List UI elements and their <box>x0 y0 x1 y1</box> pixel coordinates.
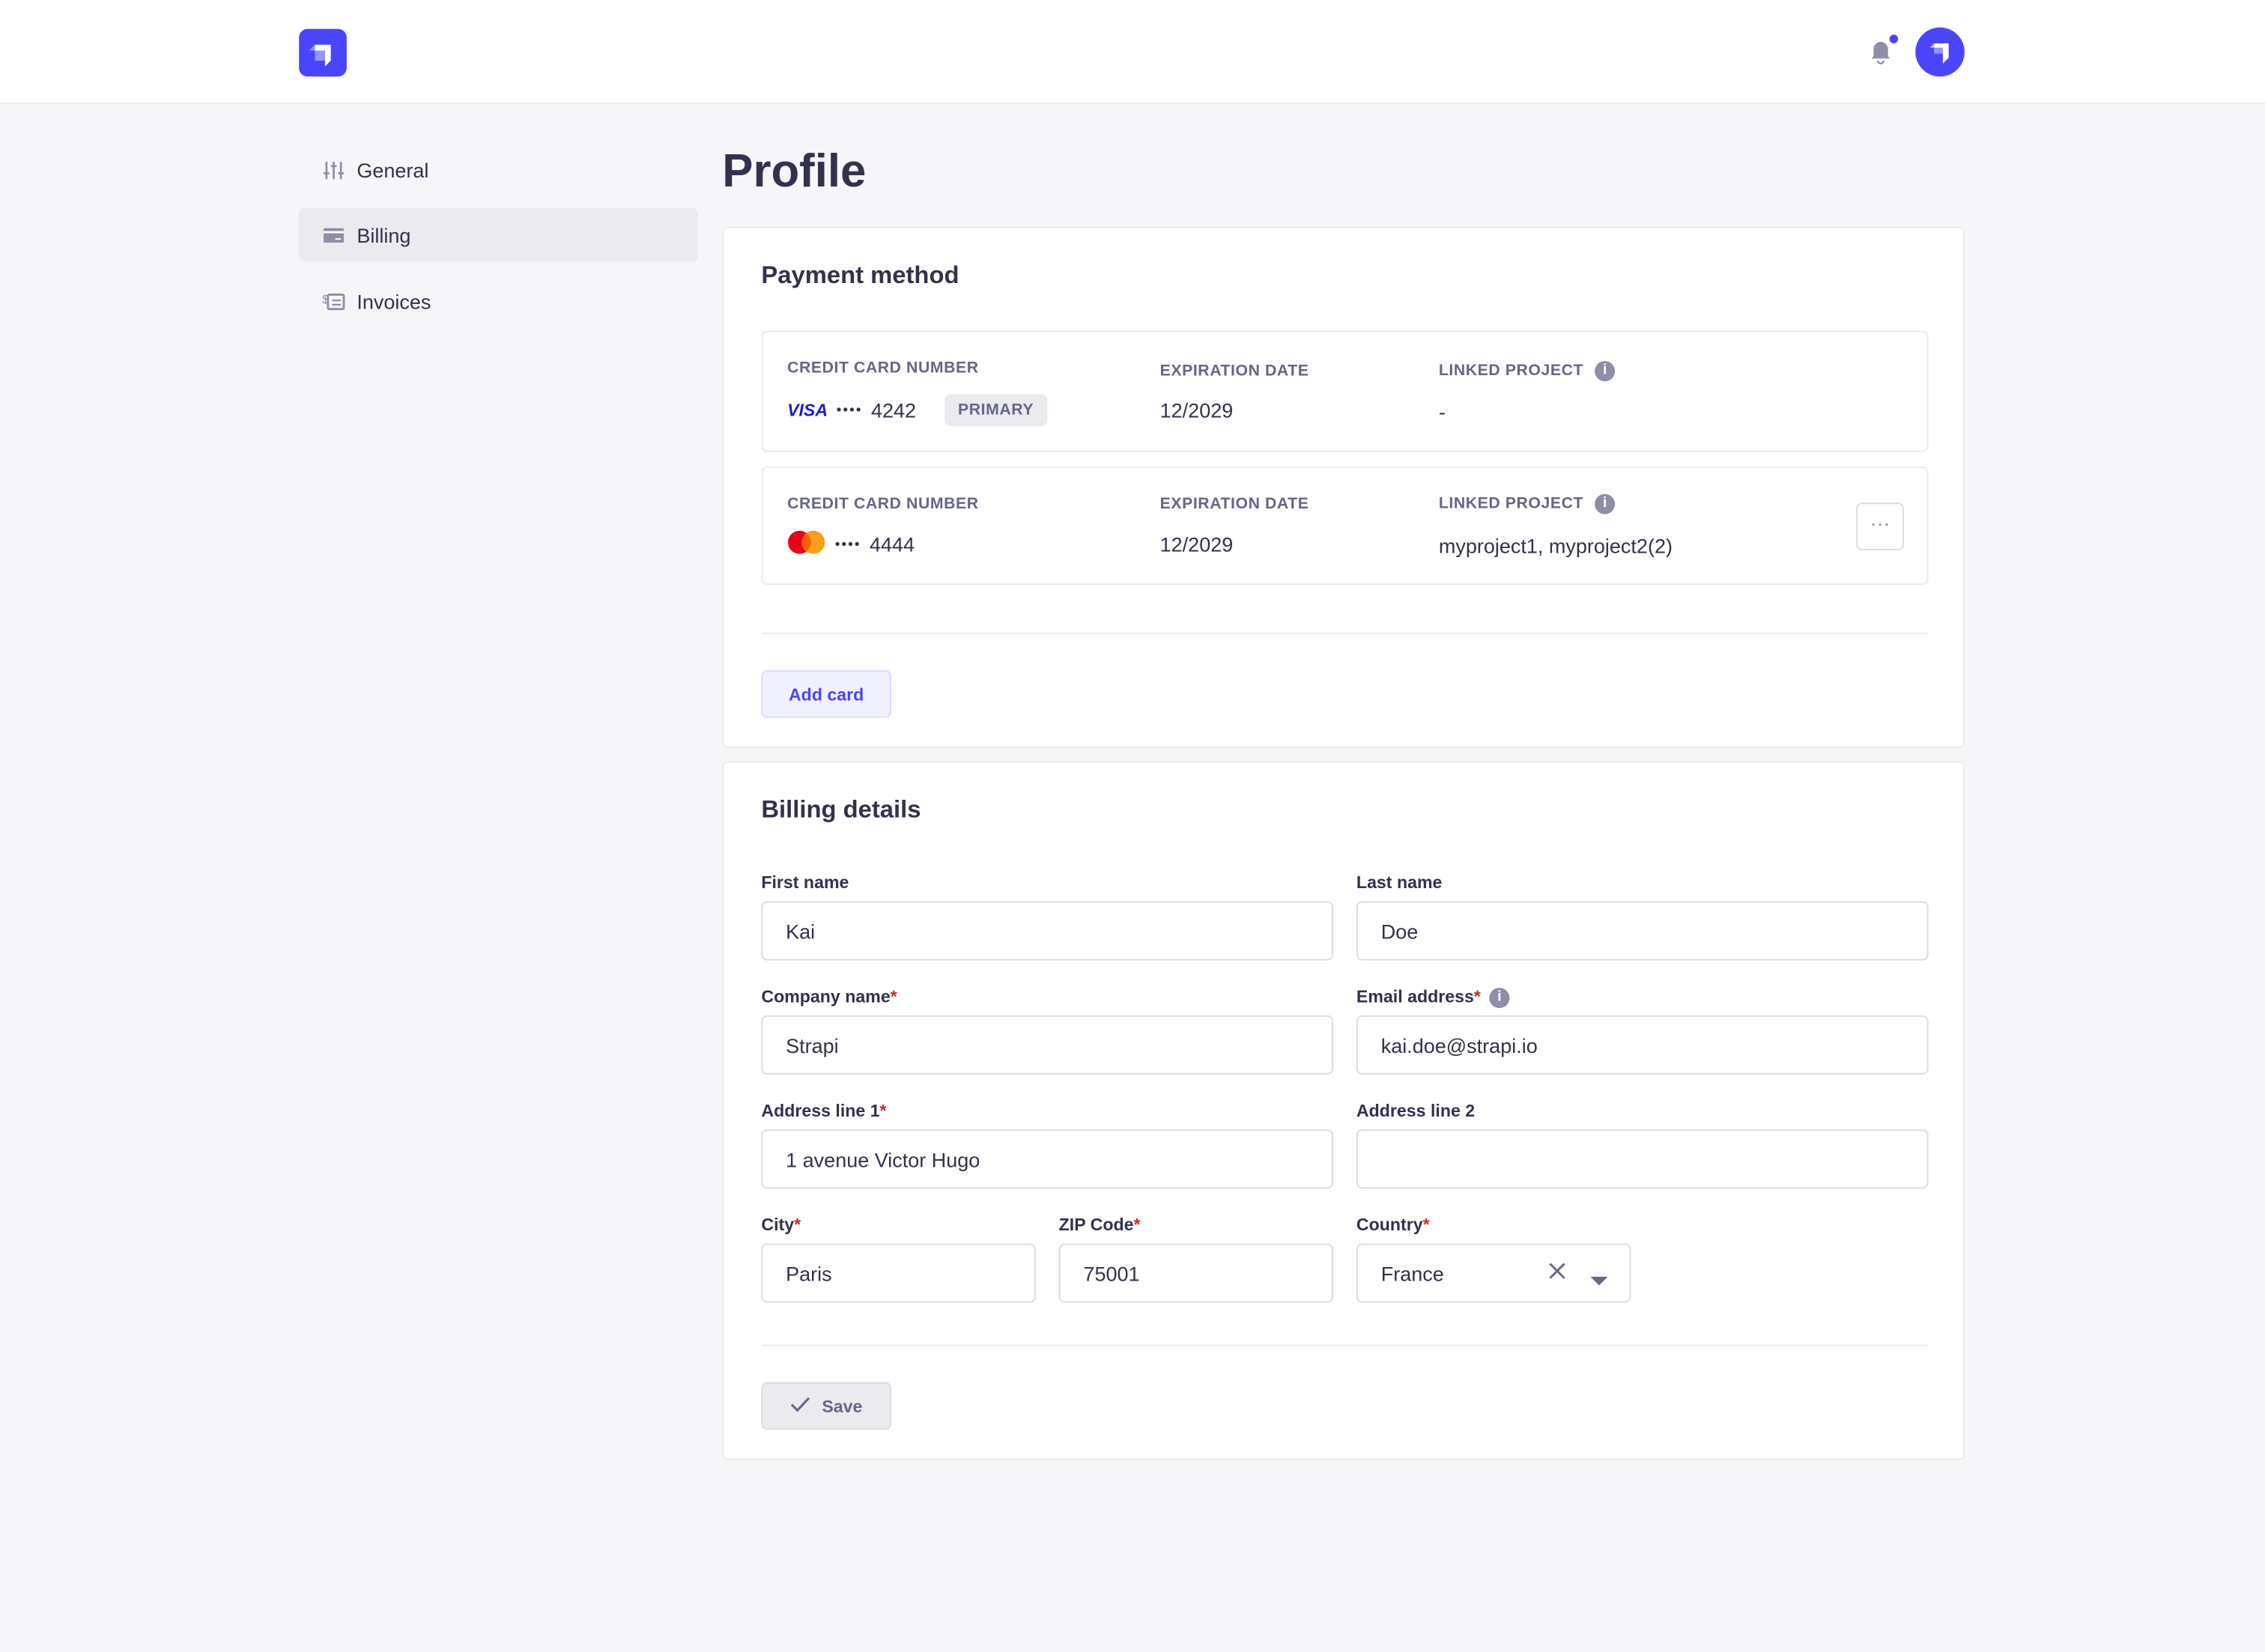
required-mark: * <box>1133 1214 1141 1235</box>
required-mark: * <box>794 1214 801 1235</box>
country-value: France <box>1380 1261 1444 1285</box>
last-name-label: Last name <box>1356 872 1443 893</box>
credit-card-icon <box>322 223 345 246</box>
address2-input[interactable] <box>1356 1129 1929 1189</box>
sliders-icon <box>322 158 345 181</box>
card-item: CREDIT CARD NUMBER VISA •••• 4242 PRIMAR… <box>761 330 1929 452</box>
card-dots: •••• <box>834 536 861 553</box>
email-label: Email address <box>1356 986 1474 1007</box>
address2-label: Address line 2 <box>1356 1100 1476 1121</box>
avatar[interactable] <box>1915 27 1965 77</box>
billing-details-panel: Billing details First name Last name Com… <box>722 761 1965 1460</box>
section-title: Billing details <box>761 795 921 824</box>
sidebar-item-general[interactable]: General <box>299 143 697 196</box>
zip-label: ZIP Code <box>1058 1214 1134 1235</box>
country-label: Country <box>1356 1214 1423 1235</box>
required-mark: * <box>890 986 897 1007</box>
divider <box>761 632 1929 634</box>
company-label: Company name <box>761 986 891 1007</box>
first-name-label: First name <box>761 872 849 893</box>
email-input[interactable] <box>1356 1015 1929 1075</box>
payment-method-panel: Payment method CREDIT CARD NUMBER VISA •… <box>722 226 1965 748</box>
expiration-value: 12/2029 <box>1159 532 1234 556</box>
expiration-label: EXPIRATION DATE <box>1159 362 1309 380</box>
top-bar <box>0 0 2265 104</box>
info-icon[interactable]: i <box>1595 494 1616 514</box>
info-icon[interactable]: i <box>1489 987 1510 1008</box>
clear-icon[interactable] <box>1547 1261 1567 1286</box>
linked-project-value: myproject1, myproject2(2) <box>1438 534 1673 558</box>
sidebar-item-label: General <box>357 158 429 182</box>
section-title: Payment method <box>761 261 959 289</box>
card-last4: 4444 <box>870 532 915 556</box>
expiration-value: 12/2029 <box>1159 398 1234 422</box>
save-label: Save <box>822 1395 863 1416</box>
page-title: Profile <box>722 144 867 197</box>
sidebar-item-invoices[interactable]: $ Invoices <box>299 274 697 327</box>
card-dots: •••• <box>836 402 863 419</box>
linked-project-label: LINKED PROJECT <box>1438 362 1584 380</box>
save-button[interactable]: Save <box>761 1382 891 1430</box>
required-mark: * <box>1422 1214 1430 1235</box>
country-select[interactable]: France <box>1356 1243 1631 1303</box>
mastercard-logo <box>787 530 826 559</box>
sidebar-item-billing[interactable]: Billing <box>299 207 698 262</box>
divider <box>761 1344 1929 1346</box>
svg-text:$: $ <box>322 293 329 306</box>
required-mark: * <box>1473 986 1481 1007</box>
card-item: CREDIT CARD NUMBER •••• 4444 EXPIRATION … <box>761 466 1929 586</box>
first-name-input[interactable] <box>761 901 1334 961</box>
add-card-button[interactable]: Add card <box>761 669 891 718</box>
expiration-label: EXPIRATION DATE <box>1159 495 1309 513</box>
chevron-down-icon[interactable] <box>1590 1268 1608 1291</box>
notification-dot <box>1889 34 1899 43</box>
sidebar-item-label: Invoices <box>357 289 431 313</box>
bell-icon[interactable] <box>1870 39 1893 72</box>
invoice-icon: $ <box>322 290 345 313</box>
last-name-input[interactable] <box>1356 901 1929 961</box>
strapi-logo[interactable] <box>299 28 347 77</box>
card-more-button[interactable]: ··· <box>1856 502 1904 550</box>
visa-logo: VISA <box>787 400 828 421</box>
card-number-label: CREDIT CARD NUMBER <box>787 359 979 377</box>
company-input[interactable] <box>761 1015 1334 1075</box>
card-last4: 4242 <box>870 398 917 422</box>
address1-input[interactable] <box>761 1129 1334 1189</box>
address1-label: Address line 1 <box>761 1100 880 1121</box>
zip-input[interactable] <box>1058 1243 1334 1303</box>
city-label: City <box>761 1214 795 1235</box>
sidebar-item-label: Billing <box>357 222 411 246</box>
linked-project-label: LINKED PROJECT <box>1438 495 1584 513</box>
required-mark: * <box>879 1100 887 1121</box>
primary-badge: PRIMARY <box>944 394 1047 426</box>
city-input[interactable] <box>761 1243 1036 1303</box>
linked-project-value: - <box>1438 400 1446 424</box>
check-icon <box>790 1396 810 1416</box>
info-icon[interactable]: i <box>1595 361 1616 382</box>
card-number-label: CREDIT CARD NUMBER <box>787 495 979 513</box>
